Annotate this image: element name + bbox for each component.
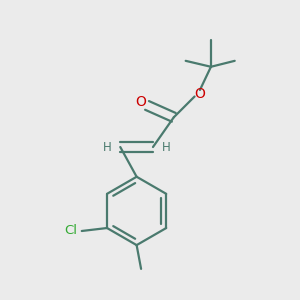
Text: Cl: Cl: [64, 224, 77, 238]
Text: H: H: [162, 140, 171, 154]
Text: O: O: [135, 95, 146, 110]
Text: H: H: [103, 140, 111, 154]
Text: O: O: [194, 86, 206, 100]
